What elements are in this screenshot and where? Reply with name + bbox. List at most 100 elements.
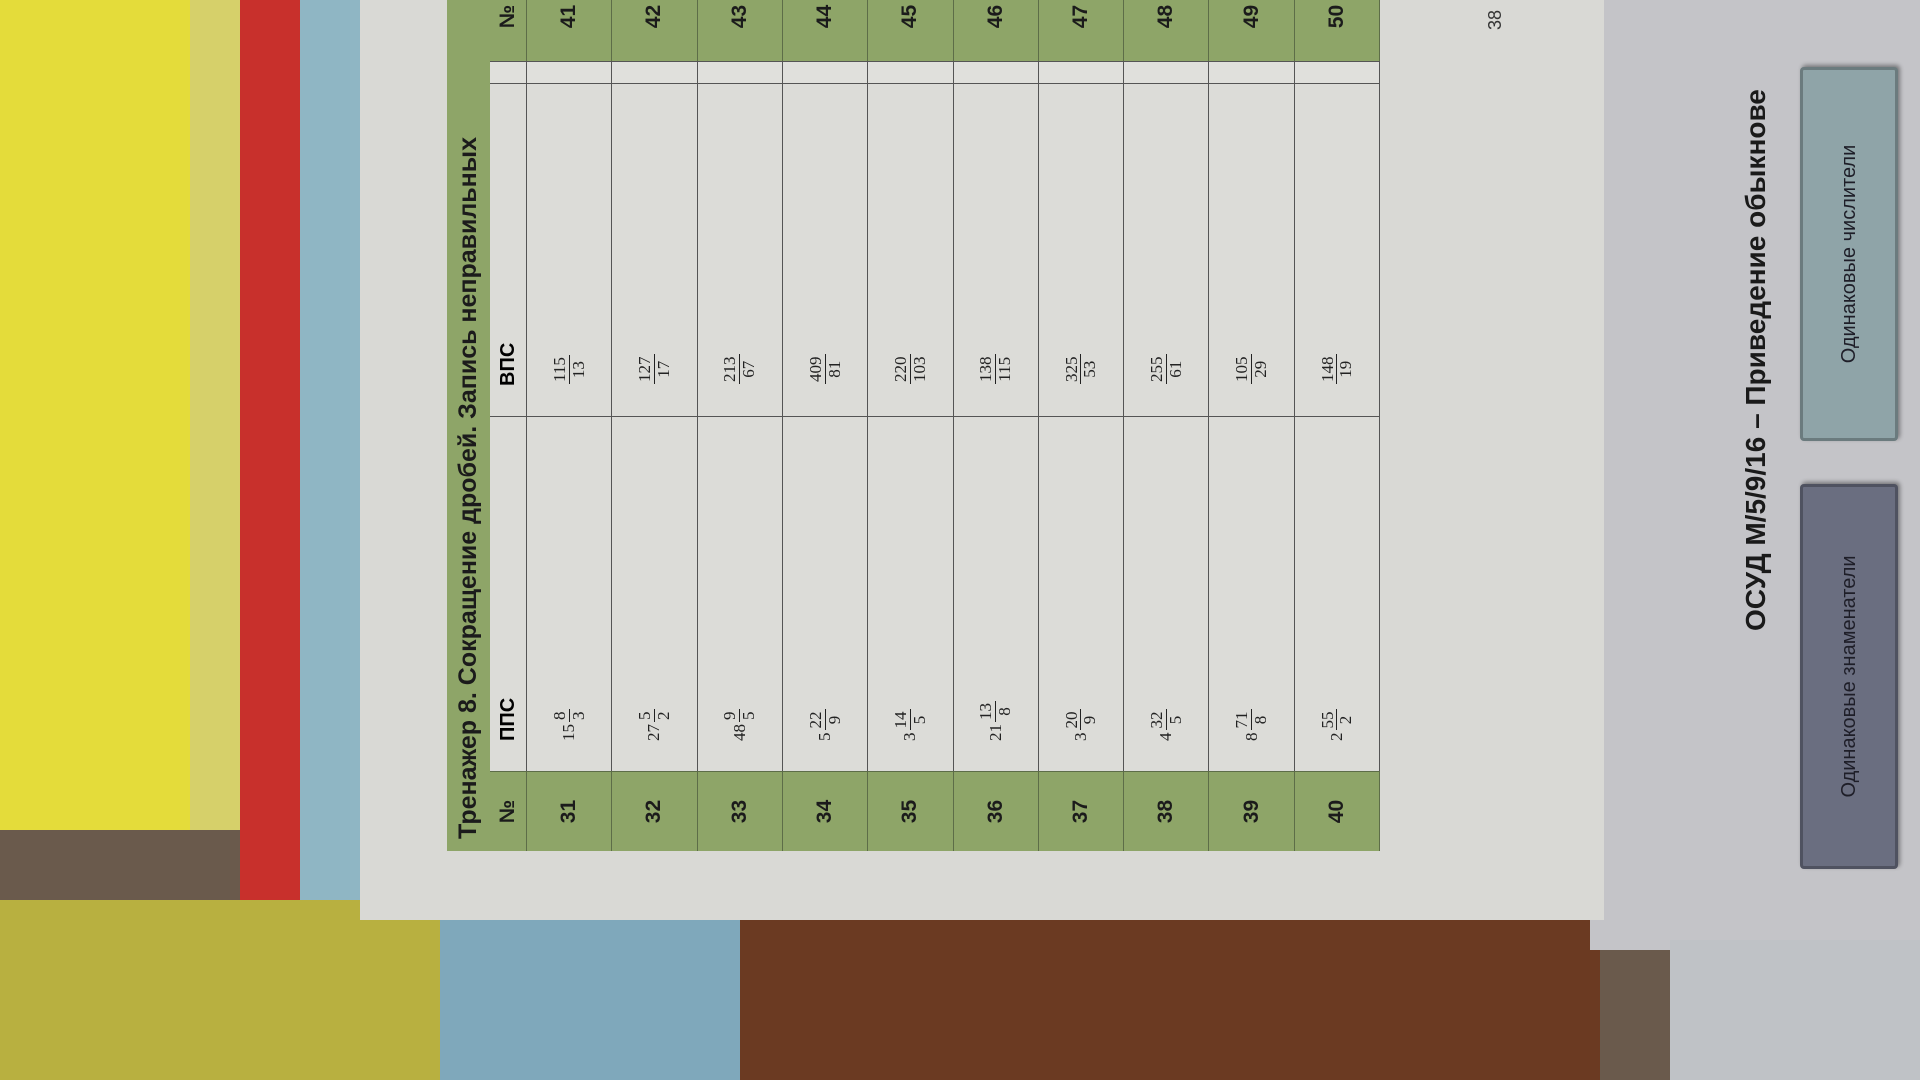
denominator: 61 (1165, 360, 1185, 378)
improper-fraction: 115 13 (527, 83, 613, 416)
header-improper: ВПС (490, 83, 527, 416)
spacer (527, 61, 613, 83)
fraction: 115 13 (549, 355, 588, 384)
numerator: 115 (549, 355, 570, 384)
mixed-number: 48 9 5 (697, 416, 783, 771)
row-number-2: 47 (1038, 0, 1125, 61)
numerator: 213 (720, 354, 741, 384)
whole-part: 21 (985, 724, 1005, 741)
numerator: 71 (1232, 709, 1253, 731)
denominator: 5 (739, 711, 759, 721)
row-number-2: 46 (953, 0, 1039, 61)
numerator: 255 (1146, 354, 1167, 384)
spacer (490, 61, 527, 83)
denominator: 67 (739, 360, 759, 378)
row-number-2: 50 (1294, 0, 1380, 61)
numerator: 105 (1232, 354, 1253, 384)
denominator: 9 (1080, 715, 1100, 725)
improper-fraction: 255 61 (1124, 83, 1210, 416)
numerator: 148 (1317, 354, 1338, 384)
denominator: 2 (653, 711, 673, 721)
spacer (612, 61, 698, 83)
worksheet-title: Тренажер 8. Сокращение дробей. Запись не… (447, 0, 490, 851)
row-number-2: 42 (612, 0, 698, 61)
denominator: 19 (1336, 360, 1356, 378)
denominator: 8 (1251, 715, 1271, 725)
fraction: 325 53 (1061, 354, 1099, 384)
numerator: 409 (805, 354, 826, 384)
improper-fraction: 409 81 (782, 83, 869, 416)
row-number: 35 (868, 771, 954, 851)
same-numerators-button[interactable]: Одинаковые числители (1800, 67, 1898, 441)
mixed-number: 27 5 2 (612, 416, 698, 771)
fractions-table: Тренажер 8. Сокращение дробей. Запись не… (447, 0, 1380, 851)
numerator: 55 (1317, 709, 1338, 731)
spacer (1294, 61, 1380, 83)
numerator: 138 (976, 354, 997, 384)
row-number-2: 43 (697, 0, 783, 61)
mixed-number: 3 20 9 (1038, 416, 1125, 771)
spacer (1038, 61, 1125, 83)
numerator: 9 (720, 709, 741, 722)
row-number: 31 (527, 771, 613, 851)
improper-fraction: 148 19 (1294, 83, 1380, 416)
denominator: 9 (824, 715, 844, 725)
improper-fraction: 213 67 (697, 83, 783, 416)
red-book (240, 0, 300, 950)
numerator: 5 (635, 709, 655, 722)
denominator: 13 (568, 361, 588, 379)
book-below (1670, 940, 1920, 1080)
same-denominators-button[interactable]: Одинаковые знаменатели (1800, 484, 1898, 869)
header-number: № (490, 771, 527, 851)
row-number-2: 48 (1124, 0, 1210, 61)
row-number: 39 (1209, 771, 1295, 851)
denominator: 81 (824, 360, 844, 378)
spacer (1209, 61, 1295, 83)
fraction: 127 17 (635, 354, 673, 384)
whole-part: 4 (1156, 732, 1176, 742)
improper-fraction: 220 103 (868, 83, 954, 416)
mixed-number: 5 22 9 (782, 416, 869, 771)
numerator: 22 (805, 709, 826, 731)
row-number-2: 45 (868, 0, 954, 61)
mixed-number: 15 8 3 (527, 416, 613, 771)
improper-fraction: 127 17 (612, 83, 698, 416)
whole-part: 3 (1070, 732, 1090, 742)
fraction: 71 8 (1232, 709, 1271, 731)
row-number: 33 (697, 771, 783, 851)
whole-part: 3 (900, 732, 920, 742)
spacer (1124, 61, 1210, 83)
improper-fraction: 138 115 (953, 83, 1039, 416)
mixed-number: 4 32 5 (1124, 416, 1210, 771)
fraction: 22 9 (805, 709, 844, 731)
fraction: 13 8 (976, 701, 1015, 722)
whole-part: 15 (559, 724, 579, 741)
numerator: 127 (635, 354, 655, 384)
denominator: 5 (909, 715, 929, 725)
denominator: 115 (995, 356, 1015, 382)
numerator: 325 (1061, 354, 1082, 384)
whole-part: 8 (1241, 732, 1261, 742)
spacer (782, 61, 869, 83)
fraction: 409 81 (805, 354, 844, 384)
blue-folder-bottom (440, 900, 740, 1080)
book-edge (190, 0, 240, 830)
denominator: 8 (995, 707, 1015, 716)
denominator: 17 (653, 360, 673, 378)
denominator: 2 (1336, 715, 1356, 725)
denominator: 103 (909, 356, 929, 383)
fraction: 148 19 (1317, 354, 1356, 384)
spacer (868, 61, 954, 83)
row-number-2: 44 (782, 0, 869, 61)
whole-part: 27 (644, 724, 664, 741)
row-number: 34 (782, 771, 869, 851)
row-number: 38 (1124, 771, 1210, 851)
fraction: 20 9 (1062, 709, 1100, 731)
fraction: 32 5 (1147, 709, 1185, 731)
row-number: 37 (1038, 771, 1125, 851)
row-number: 40 (1294, 771, 1380, 851)
fraction: 55 2 (1317, 709, 1356, 731)
wooden-table (740, 900, 1600, 1080)
header-number-2: № (490, 0, 527, 61)
